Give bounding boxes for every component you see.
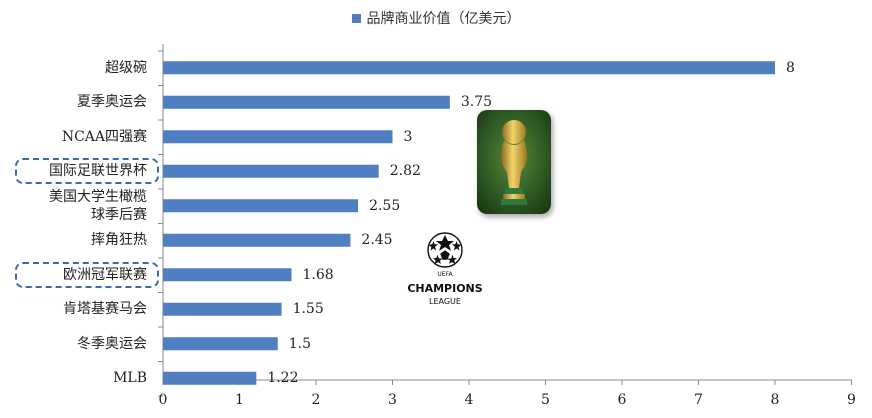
x-tick-label: 2 <box>311 392 321 408</box>
x-tick-label: 4 <box>464 392 474 408</box>
category-label: NCAA四强赛 <box>61 128 147 145</box>
ucl-league-text: LEAGUE <box>429 297 461 306</box>
ucl-uefa-text: UEFA <box>437 271 453 278</box>
bar <box>163 268 292 282</box>
ucl-champions-text: CHAMPIONS <box>407 282 482 295</box>
highlight-box <box>15 261 159 288</box>
bar <box>163 95 450 109</box>
champions-league-logo: UEFA CHAMPIONS LEAGUE <box>400 232 490 312</box>
value-label: 8 <box>786 59 795 76</box>
category-label: 美国大学生橄榄 球季后赛 <box>49 188 147 223</box>
category-label: 夏季奥运会 <box>77 94 147 111</box>
bar <box>163 233 351 247</box>
chart-legend: 品牌商业价值（亿美元） <box>0 8 872 28</box>
value-label: 1.55 <box>292 301 324 318</box>
category-label: 超级碗 <box>105 59 147 76</box>
category-label: 冬季奥运会 <box>77 335 147 352</box>
x-tick-label: 3 <box>388 392 397 408</box>
bar <box>163 61 775 75</box>
value-label: 3 <box>403 128 413 145</box>
bar <box>163 199 359 213</box>
bar <box>163 164 379 178</box>
bar <box>163 371 257 385</box>
x-tick-label: 0 <box>158 392 168 408</box>
world-cup-trophy-image <box>477 110 551 214</box>
value-label: 1.68 <box>302 266 334 283</box>
x-tick-label: 1 <box>235 392 244 408</box>
category-label: 肯塔基赛马会 <box>63 301 147 318</box>
value-label: 1.22 <box>267 370 299 387</box>
category-label: 欧洲冠军联赛 <box>63 266 147 283</box>
x-tick-label: 7 <box>694 392 703 408</box>
bar <box>163 302 282 316</box>
x-tick-label: 5 <box>541 392 550 408</box>
value-label: 2.82 <box>389 163 421 180</box>
legend-swatch <box>351 14 361 23</box>
value-label: 1.5 <box>288 335 312 352</box>
category-label: 摔角狂热 <box>91 232 147 249</box>
bar <box>163 337 278 351</box>
value-label: 2.55 <box>369 197 401 214</box>
x-tick-label: 8 <box>770 392 780 408</box>
value-label: 2.45 <box>361 232 393 249</box>
bar <box>163 130 393 144</box>
value-label: 3.75 <box>460 94 493 111</box>
x-tick-label: 9 <box>847 392 856 408</box>
category-label: 国际足联世界杯 <box>49 163 147 180</box>
x-tick-label: 6 <box>617 392 627 408</box>
highlight-box <box>15 158 159 185</box>
category-label: MLB <box>113 370 147 387</box>
legend-label: 品牌商业价值（亿美元） <box>366 11 521 27</box>
